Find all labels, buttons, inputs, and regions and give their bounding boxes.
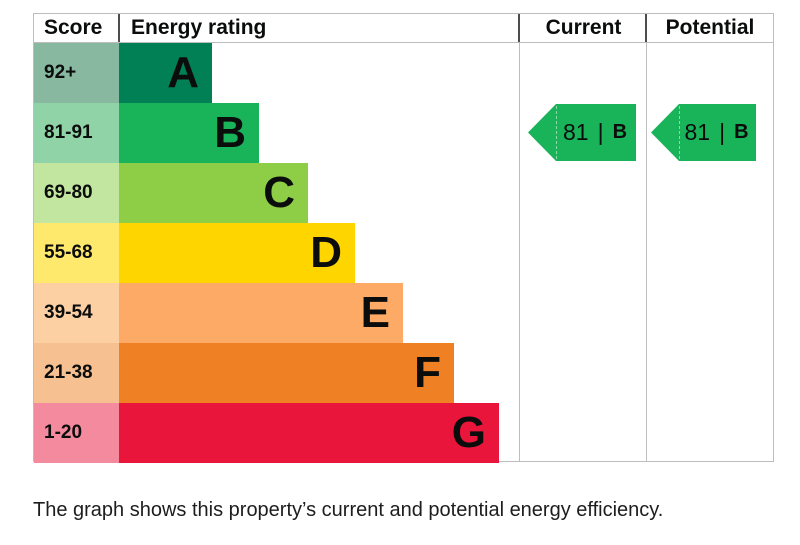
current-rating-arrow: 81 | B <box>528 104 636 161</box>
rating-row-b: 81-91 B <box>34 103 520 163</box>
current-score-value: 81 <box>562 119 589 145</box>
arrow-divider: | <box>597 119 604 145</box>
rating-letter: A <box>167 48 199 97</box>
rating-letter: F <box>414 348 441 397</box>
chart-caption: The graph shows this property’s current … <box>33 499 664 521</box>
rating-letter: G <box>451 408 486 457</box>
rating-row-f: 21-38 F <box>34 343 520 403</box>
rating-letter: E <box>360 288 390 337</box>
arrow-head-separator <box>679 106 680 159</box>
rating-row-a: 92+ A <box>34 43 520 103</box>
rating-row-g: 1-20 G <box>34 403 520 463</box>
rating-row-d: 55-68 D <box>34 223 520 283</box>
rating-bar-b: B <box>119 103 259 163</box>
arrow-divider: | <box>719 119 726 145</box>
rating-bar-e: E <box>119 283 403 343</box>
header-divider <box>518 14 520 42</box>
table-header-row: Score Energy rating Current Potential <box>34 14 773 43</box>
header-divider <box>118 14 120 42</box>
rating-letter: B <box>214 108 246 157</box>
potential-column-header: Potential <box>665 16 755 39</box>
energy-rating-column-header: Energy rating <box>131 16 267 39</box>
score-range-label: 69-80 <box>34 163 119 223</box>
rating-row-c: 69-80 C <box>34 163 520 223</box>
column-divider <box>519 43 520 461</box>
rating-bar-g: G <box>119 403 499 463</box>
score-range-label: 81-91 <box>34 103 119 163</box>
rating-letter: D <box>310 228 342 277</box>
potential-score-value: 81 <box>684 119 711 145</box>
potential-rating-letter: B <box>734 121 749 143</box>
column-divider <box>646 43 647 461</box>
rating-bands: 92+ A 81-91 B 69-80 C 55-68 D 39-54 <box>34 43 520 463</box>
header-divider <box>645 14 647 42</box>
rating-bar-f: F <box>119 343 454 403</box>
current-column-header: Current <box>545 16 622 39</box>
current-rating-letter: B <box>612 121 628 143</box>
epc-rating-table: Score Energy rating Current Potential 92… <box>33 13 774 463</box>
rating-bar-a: A <box>119 43 212 103</box>
rating-row-e: 39-54 E <box>34 283 520 343</box>
score-range-label: 21-38 <box>34 343 119 403</box>
rating-bar-c: C <box>119 163 308 223</box>
rating-letter: C <box>263 168 295 217</box>
potential-rating-arrow: 81 | B <box>651 104 756 161</box>
score-range-label: 92+ <box>34 43 119 103</box>
score-range-label: 39-54 <box>34 283 119 343</box>
score-range-label: 55-68 <box>34 223 119 283</box>
score-column-header: Score <box>44 16 103 39</box>
arrow-head-separator <box>556 106 557 159</box>
rating-bar-d: D <box>119 223 355 283</box>
score-range-label: 1-20 <box>34 403 119 463</box>
